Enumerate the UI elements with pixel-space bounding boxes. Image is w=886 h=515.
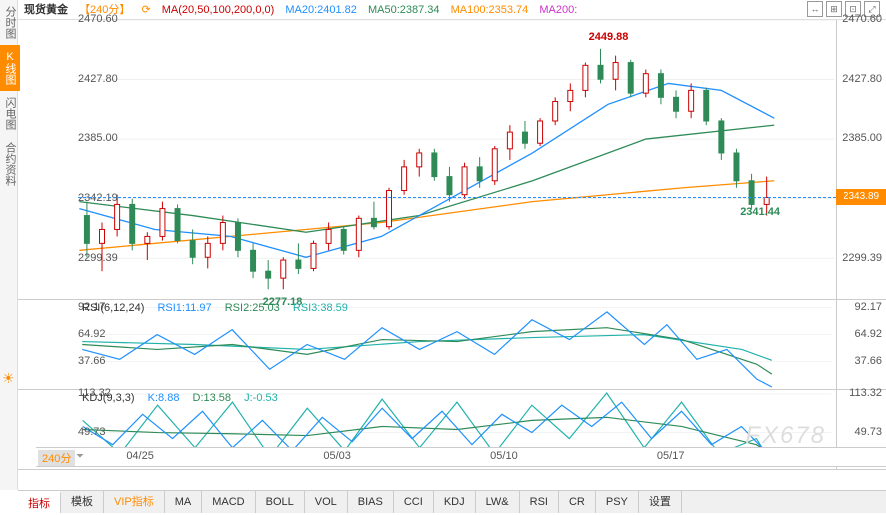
d-value: D:13.58 bbox=[193, 392, 232, 404]
rsi2-value: RSI2:25.03 bbox=[225, 302, 280, 314]
rsi-axis-right: 92.1764.9237.66 bbox=[836, 300, 886, 389]
indicator-tab-RSI[interactable]: RSI bbox=[520, 491, 559, 513]
k-value: K:8.88 bbox=[148, 392, 180, 404]
indicator-tab-MACD[interactable]: MACD bbox=[202, 491, 255, 513]
indicator-tab-KDJ[interactable]: KDJ bbox=[434, 491, 476, 513]
rsi1-value: RSI1:11.97 bbox=[157, 302, 211, 314]
top-icon-1[interactable]: ⊞ bbox=[826, 1, 842, 17]
indicator-tab-模板[interactable]: 模板 bbox=[61, 491, 104, 513]
top-icon-0[interactable]: ↔ bbox=[807, 1, 823, 17]
indicator-tab-MA[interactable]: MA bbox=[165, 491, 203, 513]
left-tab-3[interactable]: 合约资料 bbox=[0, 136, 20, 192]
ma-config: MA(20,50,100,200,0,0) bbox=[162, 4, 275, 16]
kdj-label: KDJ(9,3,3) bbox=[82, 392, 135, 404]
time-tick: 05/17 bbox=[657, 450, 685, 462]
period-badge[interactable]: 240分 bbox=[38, 450, 75, 466]
indicator-tab-CR[interactable]: CR bbox=[559, 491, 596, 513]
left-tab-2[interactable]: 闪电图 bbox=[0, 91, 20, 136]
price-svg bbox=[78, 20, 836, 299]
chart-area: 2470.602427.802385.002342.192299.39 2470… bbox=[18, 20, 886, 490]
indicator-tab-VIP指标[interactable]: VIP指标 bbox=[104, 491, 165, 513]
indicator-tab-BOLL[interactable]: BOLL bbox=[256, 491, 305, 513]
indicator-tab-PSY[interactable]: PSY bbox=[596, 491, 639, 513]
sun-icon: ☀ bbox=[2, 370, 15, 387]
indicator-tab-BIAS[interactable]: BIAS bbox=[348, 491, 394, 513]
indicator-tab-VOL[interactable]: VOL bbox=[305, 491, 348, 513]
j-value: J:-0.53 bbox=[244, 392, 278, 404]
indicator-tab-LW&[interactable]: LW& bbox=[476, 491, 520, 513]
rsi3-value: RSI3:38.59 bbox=[293, 302, 348, 314]
ma100-value: MA100:2353.74 bbox=[451, 4, 529, 16]
price-panel[interactable]: 2470.602427.802385.002342.192299.39 2470… bbox=[18, 20, 886, 300]
price-axis-left: 2470.602427.802385.002342.192299.39 bbox=[78, 20, 128, 299]
indicator-tab-CCI[interactable]: CCI bbox=[394, 491, 434, 513]
indicator-tabs: 指标模板VIP指标MAMACDBOLLVOLBIASCCIKDJLW&RSICR… bbox=[18, 490, 886, 513]
green-marker: 2341.44 bbox=[740, 206, 780, 218]
rsi-label: RSI(6,12,24) bbox=[82, 302, 144, 314]
left-tab-bar: 分时图K线图闪电图合约资料 bbox=[0, 0, 18, 490]
time-axis: 240分 ⏷ 04/25 05/03 05/10 05/17 bbox=[36, 447, 886, 467]
current-price-flag: 2343.89 bbox=[836, 189, 886, 205]
time-tick: 04/25 bbox=[126, 450, 154, 462]
instrument-title: 现货黄金 bbox=[24, 4, 68, 16]
current-price-line bbox=[78, 197, 836, 198]
refresh-icon[interactable]: ⟳ bbox=[141, 4, 150, 16]
time-tick: 05/03 bbox=[323, 450, 351, 462]
time-tick: 05/10 bbox=[490, 450, 518, 462]
high-marker: 2449.88 bbox=[589, 31, 629, 43]
left-tab-1[interactable]: K线图 bbox=[0, 45, 20, 91]
dropdown-icon[interactable]: ⏷ bbox=[76, 451, 84, 462]
chart-header: 现货黄金 【240分】 ⟳ MA(20,50,100,200,0,0) MA20… bbox=[18, 0, 886, 20]
price-axis-right: 2470.602427.802385.002342.192299.39 bbox=[836, 20, 886, 299]
kdj-header: KDJ(9,3,3) K:8.88 D:13.58 J:-0.53 bbox=[82, 392, 288, 404]
indicator-tab-指标[interactable]: 指标 bbox=[18, 491, 61, 513]
rsi-panel[interactable]: RSI(6,12,24) RSI1:11.97 RSI2:25.03 RSI3:… bbox=[18, 300, 886, 390]
rsi-header: RSI(6,12,24) RSI1:11.97 RSI2:25.03 RSI3:… bbox=[82, 302, 358, 314]
left-tab-0[interactable]: 分时图 bbox=[0, 0, 20, 45]
ma50-value: MA50:2387.34 bbox=[368, 4, 440, 16]
ma200-value: MA200: bbox=[539, 4, 577, 16]
ma20-value: MA20:2401.82 bbox=[285, 4, 357, 16]
indicator-tab-设置[interactable]: 设置 bbox=[639, 491, 682, 513]
